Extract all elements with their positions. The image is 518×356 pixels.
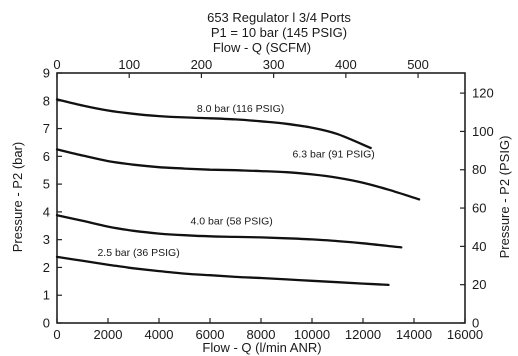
- series-line: [55, 255, 390, 287]
- x-tick-label: 10000: [294, 327, 330, 342]
- y-tick-label: 2: [43, 260, 50, 275]
- x2-tick-label: 100: [118, 57, 140, 72]
- series-label: 8.0 bar (116 PSIG): [197, 103, 284, 115]
- x2-tick-label: 300: [263, 57, 285, 72]
- series-label: 6.3 bar (91 PSIG): [293, 149, 375, 161]
- right-y-axis-title: Pressure - P2 (PSIG): [497, 136, 512, 259]
- x2-tick-label: 0: [53, 57, 60, 72]
- series-group: 8.0 bar (116 PSIG) 6.3 bar (91 PSIG) 4.0 b…: [55, 98, 421, 287]
- x-tick-label: 8000: [247, 327, 276, 342]
- y2-tick-label: 120: [472, 86, 494, 101]
- x-tick-label: 16000: [447, 327, 483, 342]
- top-x-axis-title: Flow - Q (SCFM): [213, 40, 311, 55]
- x2-tick-label: 400: [335, 57, 357, 72]
- x-tick-label: 12000: [345, 327, 381, 342]
- x-tick-label: 4000: [145, 327, 174, 342]
- x2-tick-label: 200: [191, 57, 213, 72]
- series-line: [55, 148, 421, 201]
- y-tick-label: 8: [43, 93, 50, 108]
- y2-tick-label: 60: [472, 201, 486, 216]
- series-line: [55, 214, 403, 249]
- y-tick-label: 3: [43, 232, 50, 247]
- y2-tick-label: 40: [472, 239, 486, 254]
- y-tick-label: 4: [43, 204, 50, 219]
- series-label: 2.5 bar (36 PSIG): [97, 247, 179, 259]
- y2-tick-label: 100: [472, 124, 494, 139]
- y-tick-label: 6: [43, 149, 50, 164]
- x-tick-label: 14000: [396, 327, 432, 342]
- series-line: [55, 98, 372, 150]
- y-tick-label: 9: [43, 66, 50, 81]
- y-tick-label: 0: [43, 316, 50, 331]
- y-tick-label: 5: [43, 177, 50, 192]
- y-tick-label: 1: [43, 288, 50, 303]
- y2-tick-label: 0: [472, 316, 479, 331]
- x-tick-label: 0: [53, 327, 60, 342]
- chart-title: 653 Regulator l 3/4 Ports: [207, 10, 351, 25]
- x2-tick-label: 500: [407, 57, 429, 72]
- y2-tick-label: 20: [472, 277, 486, 292]
- bottom-x-axis-title: Flow - Q (l/min ANR): [202, 340, 321, 355]
- left-y-axis-title: Pressure - P2 (bar): [10, 142, 25, 253]
- chart-subtitle: P1 = 10 bar (145 PSIG): [211, 25, 347, 40]
- x-tick-label: 6000: [196, 327, 225, 342]
- y-tick-label: 7: [43, 121, 50, 136]
- x-tick-label: 2000: [94, 327, 123, 342]
- series-label: 4.0 bar (58 PSIG): [191, 215, 273, 227]
- y2-tick-label: 80: [472, 162, 486, 177]
